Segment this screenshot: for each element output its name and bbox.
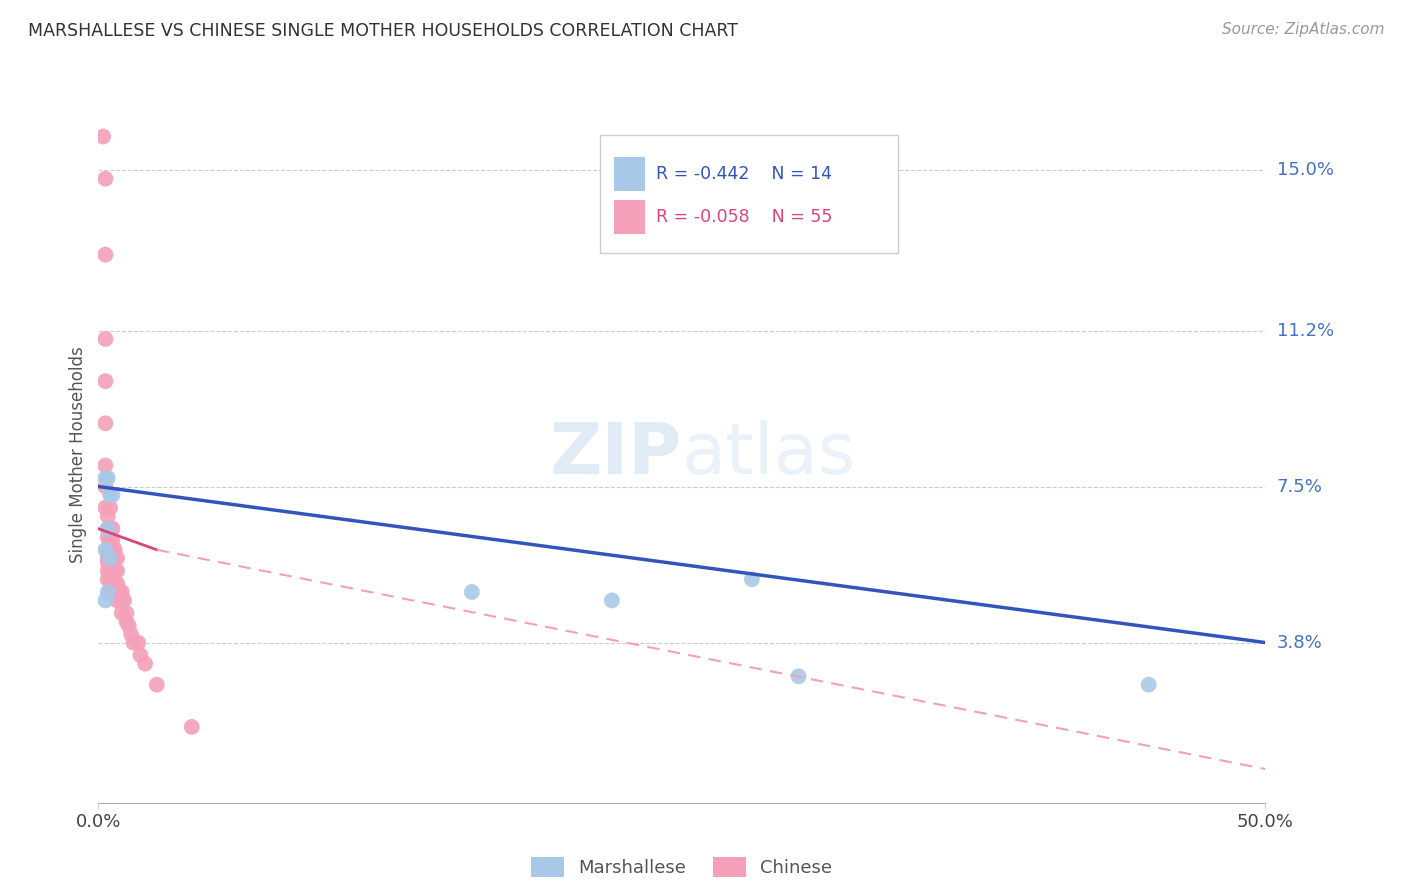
Point bbox=[127, 635, 149, 649]
Point bbox=[98, 542, 121, 557]
Point bbox=[98, 564, 121, 578]
Point bbox=[1137, 678, 1160, 692]
Point bbox=[98, 585, 121, 599]
Point bbox=[94, 593, 117, 607]
Point bbox=[104, 585, 127, 599]
Point bbox=[101, 534, 124, 549]
Point bbox=[94, 247, 117, 261]
Point bbox=[97, 572, 120, 586]
Point bbox=[97, 471, 120, 485]
Point bbox=[97, 522, 120, 536]
Point bbox=[98, 488, 121, 502]
Point bbox=[98, 572, 121, 586]
Point bbox=[105, 564, 128, 578]
Point bbox=[97, 585, 120, 599]
Point bbox=[600, 593, 623, 607]
Text: R = -0.058    N = 55: R = -0.058 N = 55 bbox=[657, 208, 832, 226]
Point bbox=[94, 500, 117, 515]
Point bbox=[101, 551, 124, 566]
Point bbox=[94, 332, 117, 346]
Point bbox=[97, 556, 120, 570]
Text: MARSHALLESE VS CHINESE SINGLE MOTHER HOUSEHOLDS CORRELATION CHART: MARSHALLESE VS CHINESE SINGLE MOTHER HOU… bbox=[28, 22, 738, 40]
Point bbox=[98, 534, 121, 549]
Point bbox=[101, 488, 124, 502]
Point bbox=[115, 615, 138, 629]
Point bbox=[91, 129, 114, 144]
Point bbox=[94, 471, 117, 485]
Point bbox=[98, 522, 121, 536]
Point bbox=[101, 542, 124, 557]
Point bbox=[112, 593, 135, 607]
Point bbox=[104, 542, 127, 557]
Point bbox=[97, 551, 120, 566]
Point bbox=[115, 606, 138, 620]
Point bbox=[105, 593, 128, 607]
Point bbox=[104, 576, 127, 591]
Text: R = -0.442    N = 14: R = -0.442 N = 14 bbox=[657, 165, 832, 183]
Point bbox=[111, 606, 134, 620]
Point bbox=[97, 542, 120, 557]
Point bbox=[97, 564, 120, 578]
Point bbox=[105, 576, 128, 591]
Legend: Marshallese, Chinese: Marshallese, Chinese bbox=[524, 850, 839, 884]
Text: 15.0%: 15.0% bbox=[1277, 161, 1333, 179]
Point bbox=[101, 576, 124, 591]
Point bbox=[94, 374, 117, 388]
Point bbox=[94, 417, 117, 431]
Point bbox=[787, 669, 810, 683]
Point bbox=[97, 522, 120, 536]
Point bbox=[180, 720, 202, 734]
Text: Source: ZipAtlas.com: Source: ZipAtlas.com bbox=[1222, 22, 1385, 37]
Text: 3.8%: 3.8% bbox=[1277, 633, 1322, 651]
Text: atlas: atlas bbox=[682, 420, 856, 490]
Point bbox=[461, 585, 484, 599]
Text: ZIP: ZIP bbox=[550, 420, 682, 490]
Point bbox=[111, 585, 134, 599]
Point bbox=[97, 530, 120, 544]
Point bbox=[122, 635, 145, 649]
Point bbox=[101, 522, 124, 536]
Point bbox=[108, 585, 131, 599]
Point bbox=[94, 479, 117, 493]
Point bbox=[134, 657, 156, 671]
Point bbox=[98, 551, 121, 566]
Point bbox=[741, 572, 763, 586]
Point bbox=[129, 648, 152, 663]
Point bbox=[94, 458, 117, 473]
Point bbox=[104, 564, 127, 578]
Point bbox=[104, 551, 127, 566]
Point bbox=[94, 542, 117, 557]
Point bbox=[105, 551, 128, 566]
Point bbox=[98, 500, 121, 515]
Text: 11.2%: 11.2% bbox=[1277, 321, 1334, 340]
Point bbox=[146, 678, 169, 692]
Point bbox=[98, 551, 121, 566]
Y-axis label: Single Mother Households: Single Mother Households bbox=[69, 347, 87, 563]
Point bbox=[94, 171, 117, 186]
Point bbox=[118, 618, 141, 632]
Point bbox=[111, 593, 134, 607]
Text: 7.5%: 7.5% bbox=[1277, 477, 1323, 496]
Point bbox=[97, 509, 120, 524]
Point bbox=[101, 564, 124, 578]
Point bbox=[120, 627, 142, 641]
